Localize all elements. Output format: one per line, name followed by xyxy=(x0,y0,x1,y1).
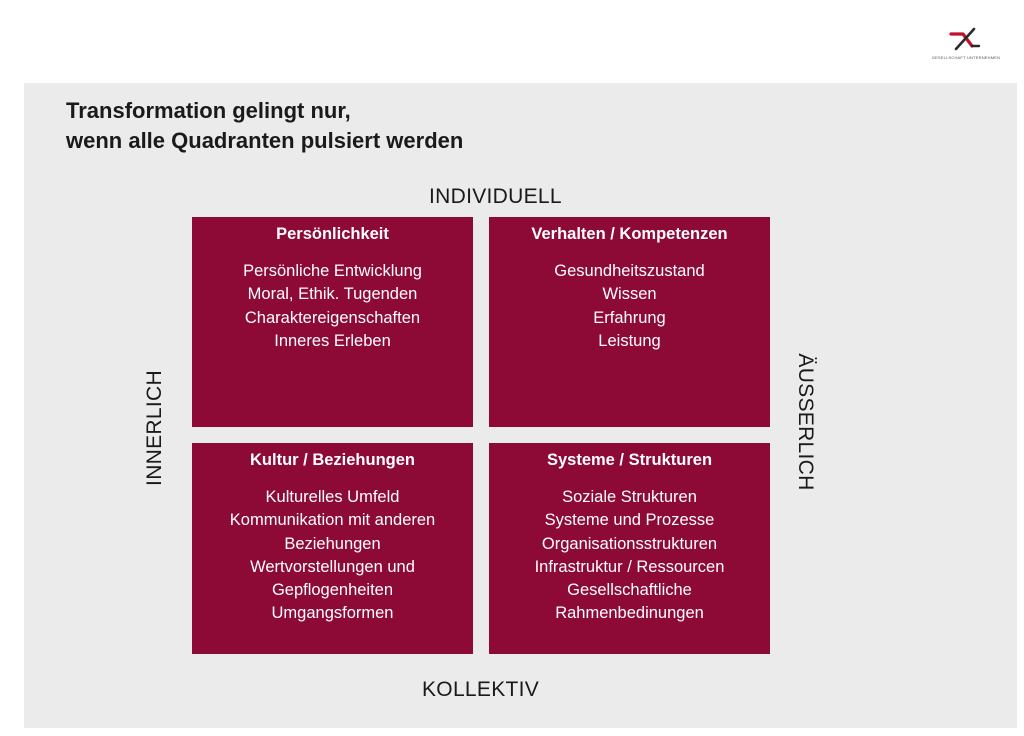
quadrant-top-right: Verhalten / Kompetenzen Gesundheitszusta… xyxy=(489,217,770,427)
quadrant-item: Kulturelles Umfeld xyxy=(265,488,400,506)
axis-label-top: INDIVIDUELL xyxy=(429,185,562,208)
quadrant-item: Inneres Erleben xyxy=(274,331,391,350)
quadrant-item: Leistung xyxy=(598,331,661,350)
slide-title: Transformation gelingt nur, wenn alle Qu… xyxy=(66,96,463,156)
title-line-1: Transformation gelingt nur, xyxy=(66,98,351,123)
quadrant-item: Wertvorstellungen und xyxy=(250,557,415,576)
quadrant-item: Infrastruktur / Ressourcen xyxy=(534,557,725,576)
axis-label-right: ÄUSSERLICH xyxy=(794,353,817,491)
quadrant-item: Gepflogenheiten xyxy=(271,581,394,600)
quadrant-item: Gesundheitszustand xyxy=(554,262,705,280)
quadrant-heading: Persönlichkeit xyxy=(276,225,389,243)
quadrant-item: Wissen xyxy=(602,285,657,304)
quadrant-item: Persönliche Entwicklung xyxy=(243,262,422,280)
quadrant-item: Gesellschaftliche xyxy=(567,581,692,600)
title-line-2: wenn alle Quadranten pulsiert werden xyxy=(66,128,464,153)
quadrant-item: Soziale Strukturen xyxy=(562,488,697,506)
quadrant-item: Organisationsstrukturen xyxy=(541,534,718,553)
quadrant-item: Rahmenbedinungen xyxy=(555,604,704,623)
quadrant-item: Moral, Ethik. Tugenden xyxy=(247,285,418,304)
company-logo: GESELLSCHAFT UNTERNEHMEN xyxy=(926,26,1006,66)
quadrant-bottom-left: Kultur / Beziehungen Kulturelles Umfeld … xyxy=(192,443,473,654)
quadrant-item: Erfahrung xyxy=(593,308,666,327)
logo-text: GESELLSCHAFT UNTERNEHMEN xyxy=(931,55,1001,60)
quadrant-item: Umgangsformen xyxy=(271,604,394,623)
quadrant-item: Systeme und Prozesse xyxy=(544,511,715,530)
axis-label-bottom: KOLLEKTIV xyxy=(422,678,540,701)
quadrant-item: Beziehungen xyxy=(284,534,381,553)
quadrant-top-left: Persönlichkeit Persönliche Entwicklung M… xyxy=(192,217,473,427)
quadrant-heading: Verhalten / Kompetenzen xyxy=(531,225,728,243)
quadrant-heading: Systeme / Strukturen xyxy=(546,451,713,469)
quadrant-item: Kommunikation mit anderen xyxy=(229,511,436,530)
logo-mark-icon xyxy=(949,27,981,51)
quadrant-bottom-right: Systeme / Strukturen Soziale Strukturen … xyxy=(489,443,770,654)
axis-label-left: INNERLICH xyxy=(143,370,166,486)
quadrant-item: Charaktereigenschaften xyxy=(244,308,421,327)
quadrant-heading: Kultur / Beziehungen xyxy=(250,451,415,469)
